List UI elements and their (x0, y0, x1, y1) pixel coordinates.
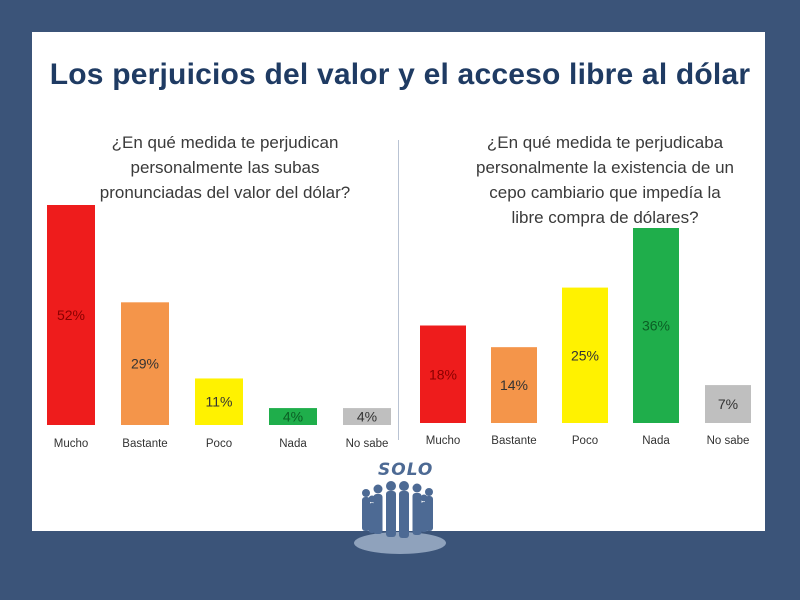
left-bar-value-label: 4% (357, 409, 377, 425)
right-bar-mucho (420, 325, 466, 423)
logo-text: SOLO (378, 460, 434, 480)
right-bar-bastante (491, 347, 537, 423)
left-bar-value-label: 52% (57, 307, 85, 323)
left-question-line: personalmente las subas (130, 158, 320, 177)
left-bar-poco (195, 378, 243, 425)
right-bar-value-label: 36% (642, 318, 670, 334)
left-bar-value-label: 29% (131, 356, 159, 372)
right-category-label: Bastante (491, 435, 536, 447)
left-chart-question: ¿En qué medida te perjudican personalmen… (80, 130, 370, 205)
right-category-label: No sabe (707, 435, 750, 447)
right-bar-value-label: 18% (429, 366, 457, 382)
left-bar-value-label: 4% (283, 409, 303, 425)
right-bar-value-label: 7% (718, 396, 738, 412)
right-bar-nada (633, 228, 679, 423)
right-question-line: personalmente la existencia de un (476, 158, 734, 177)
right-question-line: cepo cambiario que impedía la (489, 183, 721, 202)
left-category-label: Nada (279, 438, 307, 450)
left-question-line: pronunciadas del valor del dólar? (99, 183, 351, 202)
right-category-label: Mucho (426, 435, 461, 447)
right-category-label: Nada (642, 435, 670, 447)
page-title: Los perjuicios del valor y el acceso lib… (49, 58, 751, 91)
right-chart-question: ¿En qué medida te perjudicaba personalme… (455, 130, 755, 230)
solo-logo-icon (354, 481, 446, 554)
right-bar-no-sabe (705, 385, 751, 423)
left-bar-nada (269, 408, 317, 425)
left-bar-bastante (121, 302, 169, 425)
left-question-line: ¿En qué medida te perjudican (111, 133, 339, 152)
right-question-line: ¿En qué medida te perjudicaba (486, 133, 724, 152)
left-bar-mucho (47, 205, 95, 425)
right-bar-poco (562, 287, 608, 423)
left-category-label: Bastante (122, 438, 167, 450)
right-category-label: Poco (572, 435, 598, 447)
right-bar-value-label: 25% (571, 347, 599, 363)
left-category-label: Poco (206, 438, 232, 450)
right-question-line: libre compra de dólares? (511, 208, 699, 227)
left-category-label: Mucho (54, 438, 89, 450)
left-bar-no-sabe (343, 408, 391, 425)
left-bar-value-label: 11% (206, 394, 233, 410)
chart-divider (398, 140, 399, 440)
left-category-label: No sabe (346, 438, 389, 450)
right-bar-value-label: 14% (500, 377, 528, 393)
